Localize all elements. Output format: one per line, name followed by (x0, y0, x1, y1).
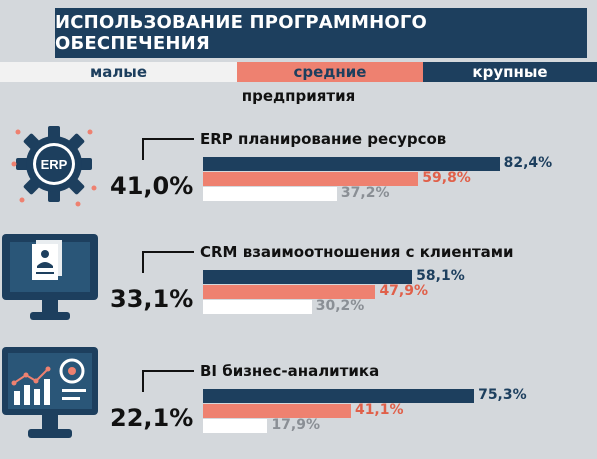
value-label-small: 17,9% (271, 417, 321, 433)
value-label-small: 30,2% (315, 298, 365, 314)
bar-small (203, 300, 312, 314)
group-total: 33,1% (110, 285, 194, 313)
bar-small (203, 419, 268, 433)
bar-medium (203, 285, 376, 299)
group-total: 22,1% (110, 404, 194, 432)
group-bracket (142, 370, 194, 392)
group-bracket (142, 138, 194, 160)
value-label-large: 82,4% (503, 155, 553, 171)
subtitle: предприятия (241, 87, 356, 105)
chart-title: ИСПОЛЬЗОВАНИЕ ПРОГРАММНОГО ОБЕСПЕЧЕНИЯ (55, 8, 587, 58)
value-label-large: 75,3% (478, 387, 527, 403)
value-label-medium: 47,9% (379, 283, 429, 299)
legend-large: крупные (423, 62, 597, 82)
group-label: BI бизнес-аналитика (200, 362, 380, 380)
erp-gear-icon: ERP (11, 126, 97, 207)
bar-large (203, 389, 475, 403)
legend-medium: средние (237, 62, 423, 82)
bar-medium (203, 404, 351, 418)
erp-icon-text: ERP (41, 157, 68, 172)
legend: малые средние крупные (0, 62, 597, 82)
group-label: ERP планирование ресурсов (200, 130, 447, 148)
bi-monitor-analytics-icon (2, 347, 98, 438)
value-label-medium: 59,8% (422, 170, 471, 186)
value-label-medium: 41,1% (354, 402, 404, 418)
bar-large (203, 157, 500, 171)
crm-monitor-document-icon (2, 234, 98, 320)
bar-medium (203, 172, 419, 186)
bar-small (203, 187, 337, 201)
group-total: 41,0% (110, 172, 194, 200)
group-bracket (142, 251, 194, 273)
value-label-large: 58,1% (416, 268, 465, 284)
group-label: CRM взаимоотношения с клиентами (200, 243, 514, 261)
value-label-small: 37,2% (340, 185, 390, 201)
legend-small: малые (0, 62, 237, 82)
bar-large (203, 270, 413, 284)
